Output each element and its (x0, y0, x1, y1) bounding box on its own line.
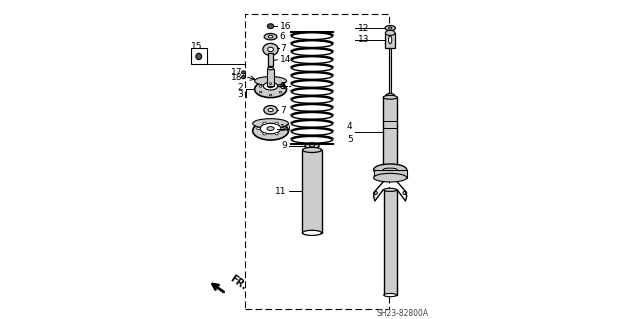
Ellipse shape (386, 93, 395, 98)
Ellipse shape (385, 41, 395, 46)
Ellipse shape (269, 83, 272, 85)
Ellipse shape (384, 293, 397, 297)
Text: 15: 15 (191, 42, 202, 51)
Ellipse shape (269, 94, 272, 96)
Ellipse shape (264, 33, 277, 40)
Ellipse shape (268, 108, 273, 112)
Ellipse shape (255, 81, 287, 98)
Ellipse shape (257, 128, 260, 130)
Ellipse shape (241, 76, 245, 79)
Bar (384, 190, 397, 295)
Ellipse shape (268, 35, 273, 38)
Bar (268, 53, 273, 66)
Text: 8: 8 (280, 82, 285, 91)
Bar (191, 48, 207, 64)
Ellipse shape (281, 128, 284, 130)
Text: 13: 13 (358, 35, 369, 44)
Ellipse shape (279, 86, 282, 87)
Ellipse shape (303, 230, 321, 235)
Ellipse shape (279, 91, 282, 93)
Ellipse shape (260, 123, 281, 134)
Ellipse shape (383, 168, 397, 171)
Ellipse shape (264, 106, 277, 115)
Ellipse shape (253, 119, 289, 128)
Text: 3: 3 (237, 90, 243, 99)
Ellipse shape (268, 47, 273, 52)
Ellipse shape (385, 30, 395, 35)
Text: 18: 18 (230, 73, 242, 82)
Ellipse shape (259, 86, 262, 87)
Ellipse shape (403, 191, 407, 195)
Bar (245, 14, 388, 309)
Bar (268, 69, 274, 86)
Ellipse shape (263, 133, 266, 135)
Ellipse shape (374, 191, 378, 195)
Text: 5: 5 (347, 135, 353, 144)
Ellipse shape (268, 85, 273, 88)
Bar (389, 48, 391, 96)
Text: 4: 4 (347, 122, 353, 131)
Ellipse shape (268, 67, 274, 70)
Ellipse shape (196, 53, 202, 60)
Text: 12: 12 (358, 24, 369, 33)
Ellipse shape (385, 26, 396, 31)
Ellipse shape (374, 164, 407, 175)
Text: 2: 2 (238, 83, 243, 92)
Ellipse shape (264, 82, 278, 90)
Bar (385, 33, 395, 48)
Bar (374, 170, 407, 178)
Text: 7: 7 (280, 44, 285, 53)
Ellipse shape (263, 122, 266, 124)
Text: 16: 16 (280, 22, 291, 31)
Ellipse shape (303, 147, 321, 152)
Ellipse shape (310, 145, 315, 147)
Text: SH23-82800A: SH23-82800A (377, 309, 429, 318)
Ellipse shape (275, 133, 278, 135)
Ellipse shape (255, 77, 287, 85)
Text: 10: 10 (280, 124, 291, 133)
Ellipse shape (267, 127, 274, 130)
Text: 1: 1 (281, 82, 287, 91)
Text: FR.: FR. (228, 273, 248, 292)
Text: 17: 17 (230, 68, 242, 77)
Ellipse shape (275, 122, 278, 124)
Ellipse shape (263, 43, 278, 56)
Ellipse shape (388, 36, 392, 44)
Ellipse shape (384, 188, 397, 191)
Ellipse shape (253, 122, 289, 140)
Ellipse shape (383, 95, 397, 99)
Ellipse shape (374, 174, 407, 182)
Ellipse shape (268, 24, 274, 29)
Bar (303, 150, 321, 233)
Text: 11: 11 (275, 187, 287, 196)
Text: 6: 6 (280, 32, 285, 41)
Text: 9: 9 (281, 141, 287, 150)
Ellipse shape (241, 71, 245, 74)
Text: 14: 14 (280, 55, 291, 64)
Text: 7: 7 (280, 106, 285, 115)
Ellipse shape (388, 27, 392, 29)
Ellipse shape (305, 143, 319, 149)
Bar (383, 97, 397, 169)
Ellipse shape (259, 91, 262, 93)
